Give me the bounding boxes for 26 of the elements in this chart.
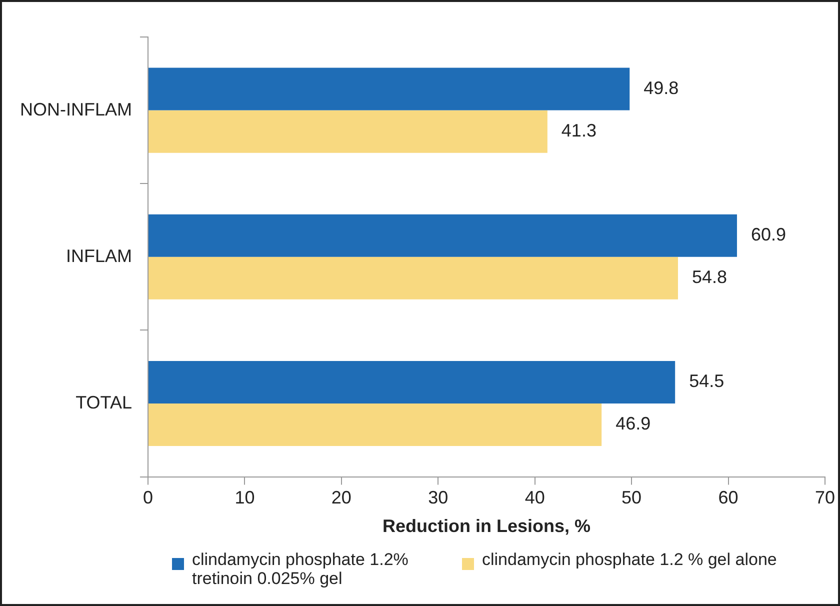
data-label: 49.8 xyxy=(644,78,679,98)
data-label: 41.3 xyxy=(561,120,596,141)
bar xyxy=(148,68,630,110)
data-label: 60.9 xyxy=(750,224,786,245)
x-axis-title: Reduction in Lesions, % xyxy=(382,516,591,536)
bar xyxy=(148,110,548,153)
data-label: 54.8 xyxy=(692,267,728,288)
x-tick-label: 0 xyxy=(142,488,154,508)
x-tick-label: 20 xyxy=(331,488,352,508)
x-tick-label: 50 xyxy=(622,488,642,508)
y-tick-label: INFLAM xyxy=(66,246,132,266)
y-tick-label: TOTAL xyxy=(76,392,132,412)
legend-label: clindamycin phosphate 1.2 % gel alone xyxy=(482,550,777,569)
bar xyxy=(148,256,678,300)
x-tick-label: 60 xyxy=(718,488,738,508)
x-tick-label: 40 xyxy=(524,488,545,508)
x-tick-label: 30 xyxy=(428,488,448,508)
bar xyxy=(148,360,676,404)
x-tick-label: 70 xyxy=(814,488,836,508)
bar xyxy=(148,214,737,257)
legend-label: clindamycin phosphate 1.2% tretinoin 0.025% gel xyxy=(192,550,410,588)
y-tick-label: NON-INFLAM xyxy=(20,99,132,120)
x-tick-label: 10 xyxy=(234,488,255,508)
data-label: 46.9 xyxy=(616,414,651,434)
bar xyxy=(148,404,602,446)
data-label: 54.5 xyxy=(689,371,724,392)
